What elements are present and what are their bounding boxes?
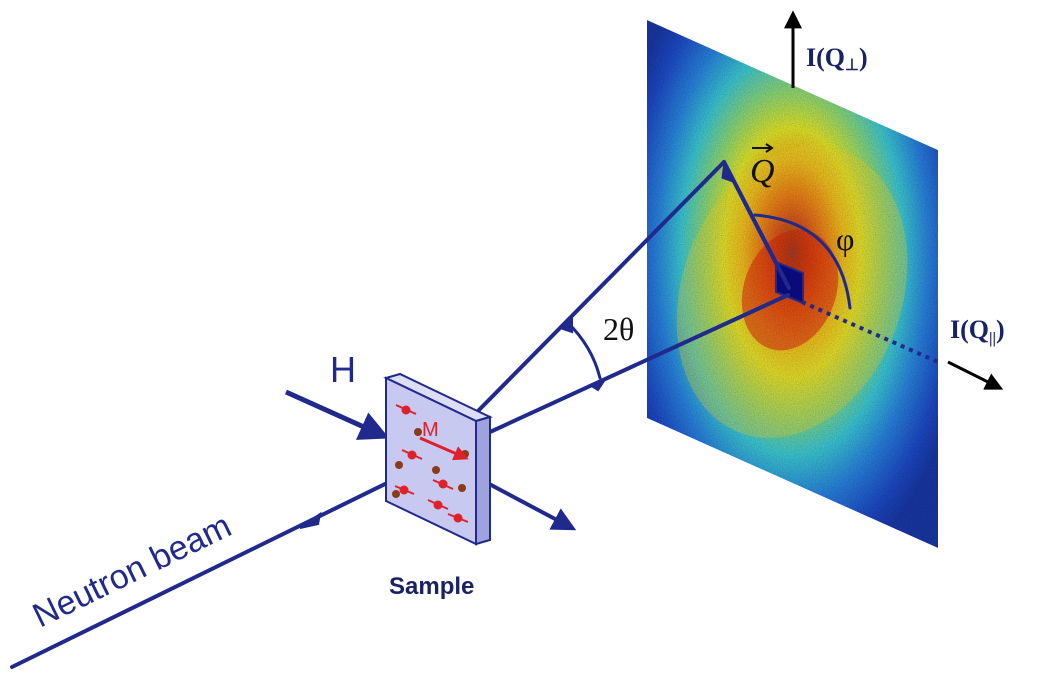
svg-text:I(Q⊥): I(Q⊥)	[806, 43, 868, 74]
phi-arc	[753, 213, 852, 310]
direct-beam	[488, 293, 790, 434]
scattering-geometry	[10, 160, 852, 669]
sample-label: Sample	[389, 573, 474, 600]
scattering-angle-label: 2θ	[603, 311, 634, 347]
q-parallel-axis: I(Q||)	[801, 300, 1005, 390]
q-parallel-label: I(Q	[950, 315, 989, 344]
magnetization-arrow	[419, 436, 469, 461]
svg-text:Q: Q	[750, 153, 775, 190]
field-label: H	[330, 349, 356, 390]
q-vector-label: Q	[750, 143, 775, 190]
field-arrow: H	[284, 349, 390, 440]
sample-block: M	[383, 372, 493, 546]
magnetization-label: M	[422, 419, 439, 441]
q-perp-close: )	[859, 43, 868, 72]
two-theta-arc	[565, 320, 602, 380]
detector-plane	[647, 20, 938, 548]
sample-face	[385, 376, 477, 546]
magnetic-particles	[392, 404, 469, 523]
q-perp-label: I(Q	[806, 43, 845, 72]
svg-text:I(Q||): I(Q||)	[950, 315, 1005, 347]
incident-beam	[10, 458, 436, 669]
scattered-beam	[475, 160, 726, 414]
azimuth-label: φ	[836, 221, 854, 257]
q-perp-subscript: ⊥	[845, 57, 859, 74]
transmitted-beam	[476, 476, 577, 531]
q-perp-axis: I(Q⊥)	[784, 10, 868, 88]
q-parallel-close: )	[996, 315, 1005, 344]
incident-beam-arrow	[299, 511, 322, 529]
q-parallel-subscript: ||	[989, 330, 996, 347]
